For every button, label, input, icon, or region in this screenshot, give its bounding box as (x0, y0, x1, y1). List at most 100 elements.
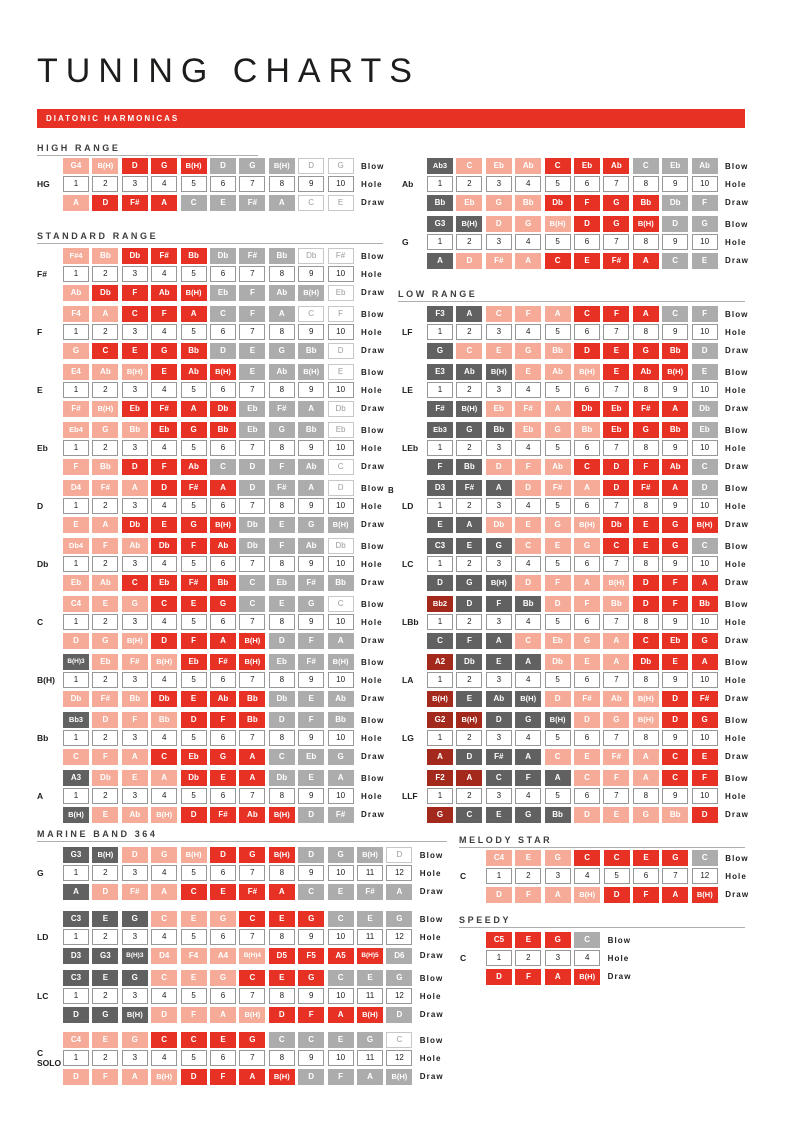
LEb-hole-cell-5: 5 (544, 440, 571, 457)
LA-hole-cell-3: 3 (485, 672, 512, 689)
LBb-blow-cell-7: Bb (603, 596, 630, 612)
G-draw-cell-9: C (662, 252, 689, 269)
E-draw-cell-2: B(H) (92, 400, 119, 417)
Db-blow-cell-6: Ab (210, 538, 236, 554)
G-hole-cell-7: 7 (239, 865, 266, 882)
B(H)-blow-cell-4: B(H) (151, 654, 178, 670)
E-blow-cell-7: E (239, 364, 266, 380)
LLF-blow-cell-3: C (485, 770, 512, 786)
LD-hole-cell-1: 1 (427, 498, 453, 515)
B(H)-blow-cell-5: Eb (180, 654, 207, 670)
LEb-blow-cell-9: Bb (662, 422, 689, 438)
LE-hole-cell-2: 2 (456, 382, 483, 399)
D-blow-cell-10: D (327, 480, 354, 496)
LC-hole-cell-10: 10 (327, 988, 354, 1005)
section-rule-low-range (398, 301, 745, 302)
A-hole-cell-9: 9 (298, 788, 325, 805)
E-hole-cell-7: 7 (239, 382, 266, 399)
key-label-LC: LC (37, 991, 49, 1001)
F#-draw-cell-6: Eb (210, 284, 236, 301)
Eb-blow-label: Blow (361, 425, 385, 435)
Ab-hole-cell-6: 6 (574, 176, 600, 193)
LG-hole-cell-5: 5 (544, 730, 571, 747)
D-draw-cell-10: B(H) (327, 516, 354, 533)
C-draw-cell-7: B(H) (239, 632, 266, 649)
LD-blow-cell-6: A (574, 480, 600, 496)
LC-blow-cell-12: G (386, 970, 413, 986)
F#-draw-cell-1: Ab (63, 284, 89, 301)
LEb-hole-cell-7: 7 (603, 440, 630, 457)
LD-hole-cell-11: 11 (357, 929, 383, 946)
C-blow-cell-8: E (268, 596, 295, 612)
LEb-hole-cell-9: 9 (662, 440, 689, 457)
LC-hole-cell-10: 10 (691, 556, 718, 573)
F#-blow-cell-6: Db (210, 248, 236, 264)
key-label-Eb: Eb (37, 443, 48, 453)
LBb-draw-label: Draw (725, 636, 749, 646)
B(H)-hole-cell-9: 9 (298, 672, 325, 689)
F-draw-cell-8: G (268, 342, 295, 359)
Eb-hole-cell-5: 5 (180, 440, 207, 457)
C-blow-cell-6: E (633, 850, 659, 866)
A-blow-cell-3: E (121, 770, 148, 786)
A-hole-cell-6: 6 (210, 788, 236, 805)
LLF-hole-cell-6: 6 (574, 788, 600, 805)
key-label-Db: Db (37, 559, 49, 569)
G-blow-cell-4: G (515, 216, 542, 232)
C-blow-cell-3: G (121, 596, 148, 612)
LA-draw-cell-3: Ab (485, 690, 512, 707)
F#-draw-cell-4: Ab (151, 284, 178, 301)
Bb-hole-cell-9: 9 (298, 730, 325, 747)
A-draw-cell-5: D (180, 806, 207, 823)
LC-draw-label: Draw (725, 578, 749, 588)
Eb-draw-cell-7: D (239, 458, 266, 475)
A-blow-cell-6: E (210, 770, 236, 786)
LC-draw-cell-1: D (63, 1006, 89, 1023)
E-hole-cell-3: 3 (121, 382, 148, 399)
LD-draw-label: Draw (419, 951, 444, 961)
Bb-blow-cell-1: Bb3 (63, 712, 89, 728)
LC-blow-cell-5: E (180, 970, 207, 986)
Ab-draw-cell-7: G (603, 194, 630, 211)
LD-blow-cell-1: C3 (63, 911, 89, 927)
Db-blow-cell-3: Ab (121, 538, 148, 554)
LG-hole-cell-7: 7 (603, 730, 630, 747)
Ab-blow-cell-10: Ab (691, 158, 718, 174)
HG-hole-cell-3: 3 (121, 176, 148, 193)
B(H)-draw-cell-7: Bb (239, 690, 266, 707)
F-draw-cell-1: G (63, 342, 89, 359)
C-blow-cell-3: G (544, 850, 571, 866)
LEb-blow-cell-5: G (544, 422, 571, 438)
CSOLO-blow-cell-2: E (92, 1032, 119, 1048)
LLF-hole-cell-3: 3 (485, 788, 512, 805)
G-blow-cell-7: G (239, 847, 266, 863)
F#-hole-cell-8: 8 (268, 266, 295, 283)
B(H)-blow-cell-8: Eb (268, 654, 295, 670)
F#-draw-cell-7: F (239, 284, 266, 301)
CSOLO-draw-cell-11: A (357, 1068, 383, 1085)
CSOLO-hole-label: Hole (419, 1053, 442, 1063)
LF-hole-label: Hole (725, 327, 747, 337)
G-draw-cell-10: E (327, 883, 354, 900)
LEb-hole-cell-4: 4 (515, 440, 542, 457)
B(H)-blow-label: Blow (361, 657, 385, 667)
key-label-A: A (37, 791, 44, 801)
LC-hole-cell-3: 3 (485, 556, 512, 573)
E-draw-cell-5: A (180, 400, 207, 417)
LBb-blow-cell-5: D (544, 596, 571, 612)
LD-blow-cell-10: D (691, 480, 718, 496)
LG-draw-cell-6: E (574, 748, 600, 765)
LC-blow-cell-7: C (239, 970, 266, 986)
stray-label-b: B (388, 486, 394, 495)
CSOLO-hole-cell-4: 4 (151, 1050, 178, 1067)
F#-hole-cell-5: 5 (180, 266, 207, 283)
LBb-blow-label: Blow (725, 599, 749, 609)
B(H)-hole-cell-2: 2 (92, 672, 119, 689)
Bb-hole-cell-10: 10 (327, 730, 354, 747)
B(H)-draw-label: Draw (361, 694, 385, 704)
Eb-blow-cell-4: Eb (151, 422, 178, 438)
F-hole-label: Hole (361, 327, 383, 337)
LF-blow-cell-8: A (632, 306, 659, 322)
Bb-blow-label: Blow (361, 715, 385, 725)
LBb-blow-cell-6: F (574, 596, 600, 612)
